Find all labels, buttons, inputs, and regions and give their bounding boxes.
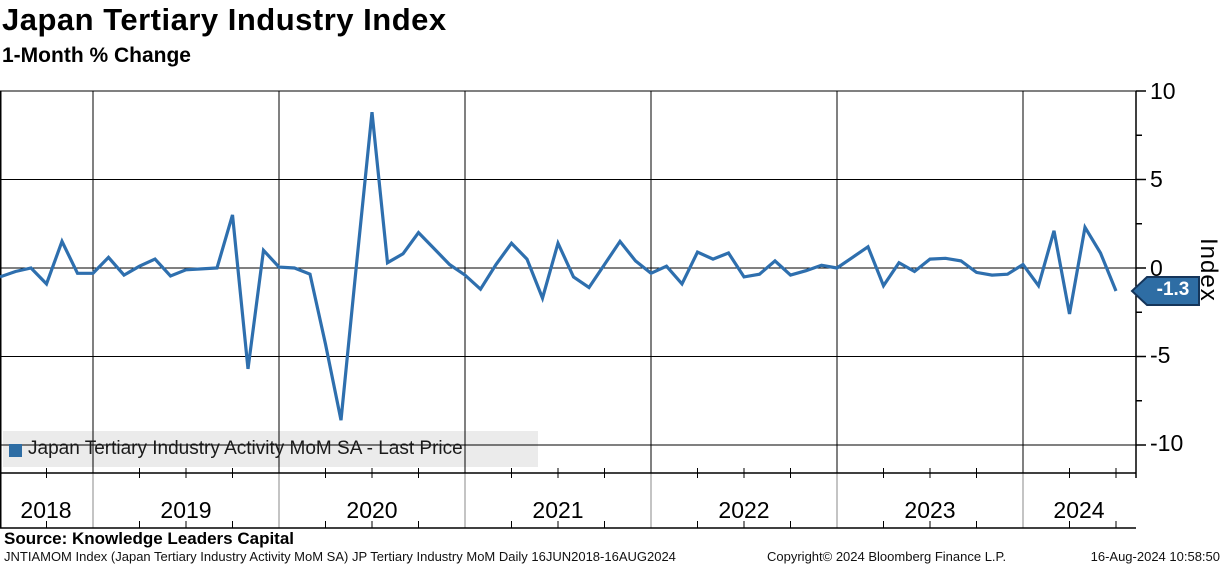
x-axis-ticks [46, 468, 1117, 528]
y-axis-ticks [1136, 90, 1146, 446]
footer-timestamp: 16-Aug-2024 10:58:50 [1090, 549, 1220, 564]
legend-series-label: Japan Tertiary Industry Activity MoM SA … [28, 438, 463, 459]
source-credit: Source: Knowledge Leaders Capital [4, 529, 295, 548]
x-tick-2023: 2023 [904, 497, 956, 523]
y-tick-neg5: -5 [1150, 342, 1171, 368]
axis-frame [0, 91, 1137, 529]
footer-copyright: Copyright© 2024 Bloomberg Finance L.P. [767, 549, 1007, 564]
last-price-badge-value: -1.3 [1156, 279, 1190, 300]
x-tick-2024: 2024 [1053, 497, 1105, 523]
x-tick-2021: 2021 [532, 497, 584, 523]
last-price-badge [1130, 276, 1200, 307]
y-tick-10: 10 [1150, 78, 1176, 104]
x-tick-2022: 2022 [718, 497, 770, 523]
legend-swatch-icon [9, 444, 22, 457]
series-line [0, 112, 1118, 421]
x-tick-2019: 2019 [160, 497, 212, 523]
y-tick-neg10: -10 [1150, 430, 1184, 456]
page-title: Japan Tertiary Industry Index [2, 2, 447, 37]
legend-box [3, 431, 538, 467]
x-tick-2020: 2020 [346, 497, 398, 523]
y-axis-title: Index [1195, 238, 1222, 302]
x-tick-2018: 2018 [20, 497, 72, 523]
gridlines [0, 90, 1136, 473]
y-tick-5: 5 [1150, 166, 1163, 192]
y-tick-0: 0 [1150, 255, 1163, 281]
footer-ticker-info: JNTIAMOM Index (Japan Tertiary Industry … [4, 549, 676, 564]
page-subtitle: 1-Month % Change [2, 44, 191, 67]
